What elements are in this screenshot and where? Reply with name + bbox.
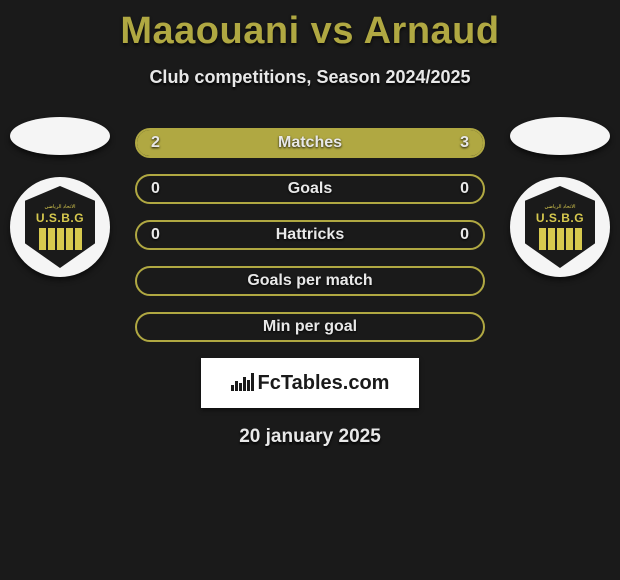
stat-label: Matches <box>278 134 342 152</box>
stat-value-left: 0 <box>151 226 160 244</box>
stat-row-matches: 2 Matches 3 <box>135 128 485 158</box>
badge-stripes-icon <box>39 228 82 250</box>
player-silhouette-right <box>510 117 610 155</box>
brand-label: FcTables.com <box>258 372 390 395</box>
player-left-block: الاتحاد الرياضي U.S.B.G <box>0 117 120 277</box>
stat-row-goals: 0 Goals 0 <box>135 174 485 204</box>
stat-row-goals-per-match: Goals per match <box>135 266 485 296</box>
bar-chart-icon <box>231 373 254 393</box>
brand-box: FcTables.com <box>201 358 419 408</box>
club-badge-left: الاتحاد الرياضي U.S.B.G <box>10 177 110 277</box>
player-silhouette-left <box>10 117 110 155</box>
stat-label: Min per goal <box>263 318 357 336</box>
stat-label: Goals per match <box>247 272 372 290</box>
stat-label: Hattricks <box>276 226 344 244</box>
badge-stripes-icon <box>539 228 582 250</box>
stats-container: 2 Matches 3 0 Goals 0 0 Hattricks 0 Goal… <box>135 128 485 342</box>
stat-row-hattricks: 0 Hattricks 0 <box>135 220 485 250</box>
stat-value-left: 0 <box>151 180 160 198</box>
page-title: Maaouani vs Arnaud <box>0 0 620 53</box>
stat-value-left: 2 <box>151 134 160 152</box>
badge-main-text: U.S.B.G <box>36 211 84 225</box>
date-label: 20 january 2025 <box>0 426 620 448</box>
club-badge-right: الاتحاد الرياضي U.S.B.G <box>510 177 610 277</box>
badge-main-text: U.S.B.G <box>536 211 584 225</box>
subtitle: Club competitions, Season 2024/2025 <box>0 67 620 88</box>
player-right-block: الاتحاد الرياضي U.S.B.G <box>500 117 620 277</box>
stat-row-min-per-goal: Min per goal <box>135 312 485 342</box>
stat-label: Goals <box>288 180 332 198</box>
stat-value-right: 0 <box>460 226 469 244</box>
badge-arc-text: الاتحاد الرياضي <box>45 204 76 210</box>
stat-value-right: 3 <box>460 134 469 152</box>
stat-value-right: 0 <box>460 180 469 198</box>
badge-arc-text: الاتحاد الرياضي <box>545 204 576 210</box>
